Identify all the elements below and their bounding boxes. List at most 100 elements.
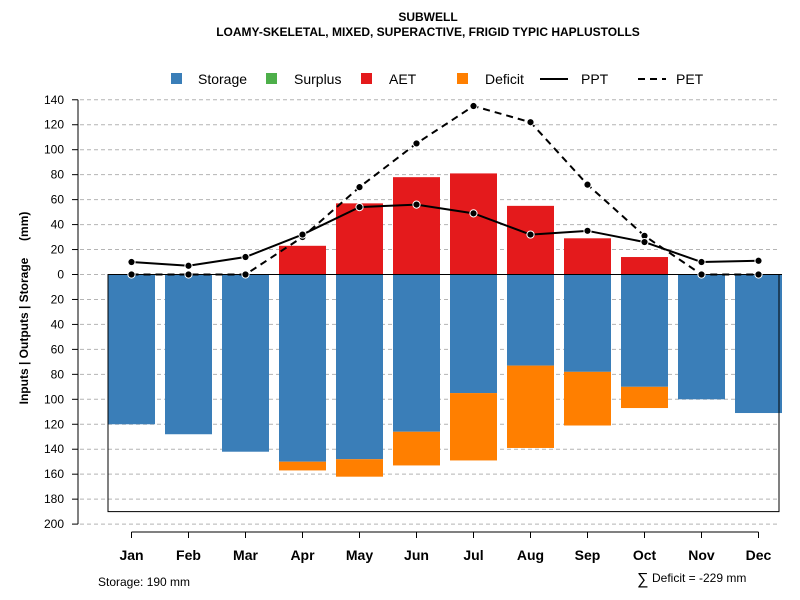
- bars: [108, 173, 782, 477]
- x-tick-label-jul: Jul: [463, 547, 483, 563]
- storage-capacity-frame: [107, 274, 780, 513]
- storage-bar-jul: [450, 274, 497, 394]
- x-tick-label-aug: Aug: [517, 547, 544, 563]
- y-tick-label: 180: [44, 492, 64, 506]
- ppt-point-nov: [697, 257, 706, 267]
- storage-bar-aug: [507, 274, 554, 366]
- legend-swatch-storage: [171, 73, 182, 84]
- x-axis: Jan Feb Mar Apr May Jun Jul Aug Sep Oct Nov Dec: [119, 531, 772, 563]
- pet-point-jan: [127, 270, 136, 279]
- deficit-bar-sep: [564, 371, 611, 426]
- legend-label-surplus: Surplus: [294, 71, 341, 87]
- y-tick-label: 40: [51, 317, 65, 331]
- x-tick-label-nov: Nov: [688, 547, 715, 563]
- legend-swatch-deficit: [457, 73, 468, 84]
- y-tick-label: 200: [44, 517, 64, 531]
- ppt-point-dec: [754, 256, 763, 265]
- y-tick-label: 120: [44, 417, 64, 431]
- y-tick-label: 60: [51, 193, 65, 207]
- legend-label-pet: PET: [676, 71, 704, 87]
- x-tick-label-oct: Oct: [633, 547, 657, 563]
- storage-bar-sep: [564, 274, 611, 372]
- pet-point-jun: [412, 139, 421, 148]
- y-tick-label: 0: [57, 268, 64, 282]
- deficit-bar-apr: [279, 461, 326, 471]
- y-axis-title: Inputs | Outputs | Storage (mm): [17, 212, 31, 405]
- y-tick-label: 100: [44, 392, 64, 406]
- deficit-bar-may: [336, 459, 383, 477]
- x-tick-label-feb: Feb: [176, 547, 201, 563]
- pet-line: [131, 104, 759, 276]
- x-tick-label-jun: Jun: [404, 547, 429, 563]
- ppt-point-apr: [298, 230, 307, 239]
- storage-note: Storage: 190 mm: [98, 575, 190, 589]
- y-tick-label: 80: [51, 367, 65, 381]
- deficit-bar-jul: [450, 393, 497, 461]
- ppt-point-mar: [241, 252, 250, 262]
- ppt-point-jul: [469, 209, 478, 218]
- ppt-point-jun: [412, 200, 421, 209]
- deficit-bar-aug: [507, 365, 554, 448]
- pet-point-jul: [469, 101, 478, 111]
- storage-bar-oct: [621, 274, 668, 387]
- pet-point-mar: [241, 270, 250, 279]
- y-tick-label: 140: [44, 442, 64, 456]
- aet-bar-jul: [450, 173, 497, 275]
- legend-swatch-aet: [361, 73, 372, 84]
- y-tick-label: 100: [44, 143, 64, 157]
- y-tick-label: 80: [51, 168, 65, 182]
- pet-point-may: [355, 183, 364, 192]
- x-tick-label-may: May: [346, 547, 373, 563]
- x-tick-label-jan: Jan: [119, 547, 143, 563]
- lines: [127, 101, 763, 279]
- sum-symbol: ∑: [637, 571, 648, 588]
- ppt-point-jan: [127, 257, 136, 267]
- deficit-note: Deficit = -229 mm: [652, 571, 746, 585]
- aet-bar-jun: [393, 177, 440, 275]
- deficit-bar-oct: [621, 386, 668, 409]
- aet-bar-sep: [564, 238, 611, 275]
- ppt-line: [131, 203, 759, 267]
- y-axis: 1401201008060402002040608010012014016018…: [44, 93, 79, 531]
- legend-swatch-surplus: [266, 73, 277, 84]
- legend-label-ppt: PPT: [581, 71, 609, 87]
- y-tick-label: 20: [51, 292, 65, 306]
- storage-bar-nov: [678, 274, 725, 400]
- pet-point-feb: [184, 270, 193, 279]
- ppt-point-may: [355, 203, 364, 212]
- ppt-point-oct: [640, 237, 649, 247]
- ppt-point-feb: [184, 261, 193, 270]
- storage-bar-mar: [222, 274, 269, 452]
- legend-label-deficit: Deficit: [485, 71, 524, 87]
- storage-bar-feb: [165, 274, 212, 435]
- y-tick-label: 120: [44, 118, 64, 132]
- pet-point-dec: [754, 270, 763, 279]
- y-tick-label: 20: [51, 243, 65, 257]
- y-tick-label: 40: [51, 218, 65, 232]
- y-tick-label: 140: [44, 93, 64, 107]
- legend-label-storage: Storage: [198, 71, 247, 87]
- aet-bar-aug: [507, 205, 554, 275]
- x-tick-label-sep: Sep: [575, 547, 601, 563]
- x-tick-label-mar: Mar: [233, 547, 258, 563]
- storage-bar-apr: [279, 274, 326, 462]
- pet-point-sep: [583, 180, 592, 189]
- y-tick-label: 60: [51, 342, 65, 356]
- ppt-point-aug: [526, 230, 535, 239]
- chart-subtitle: LOAMY-SKELETAL, MIXED, SUPERACTIVE, FRIG…: [216, 25, 640, 39]
- deficit-bar-jun: [393, 431, 440, 466]
- x-tick-label-apr: Apr: [290, 547, 315, 563]
- x-tick-label-dec: Dec: [746, 547, 772, 563]
- storage-bar-dec: [735, 274, 782, 414]
- storage-bar-jan: [108, 274, 155, 425]
- y-tick-label: 160: [44, 467, 64, 481]
- aet-bar-apr: [279, 245, 326, 275]
- chart-title: SUBWELL: [398, 10, 457, 24]
- storage-bar-may: [336, 274, 383, 460]
- pet-point-aug: [526, 118, 535, 127]
- legend-label-aet: AET: [389, 71, 417, 87]
- ppt-point-sep: [583, 226, 592, 235]
- storage-bar-jun: [393, 274, 440, 432]
- pet-point-nov: [697, 270, 706, 279]
